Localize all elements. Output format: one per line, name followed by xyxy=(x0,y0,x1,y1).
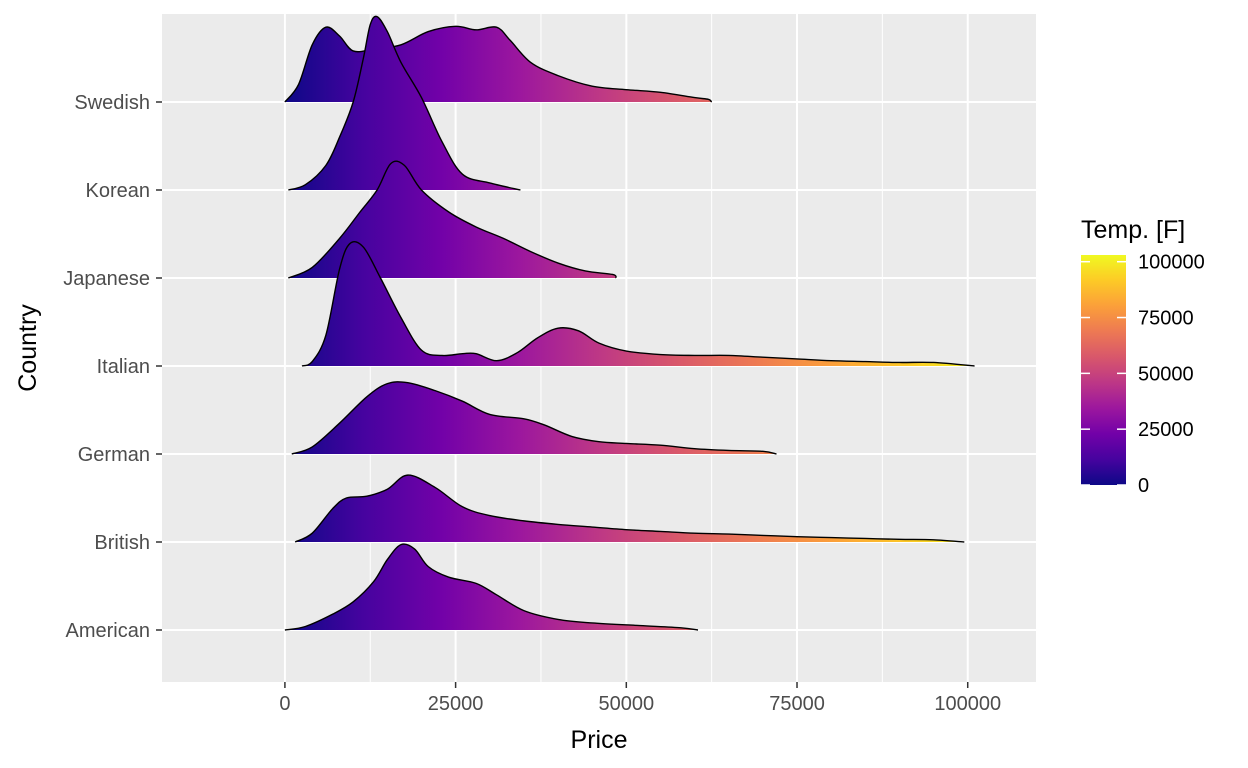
legend-ticks: 0 25000 50000 75000 100000 xyxy=(1081,252,1205,497)
x-axis-title: Price xyxy=(571,726,628,754)
legend-tick-label: 75000 xyxy=(1138,308,1194,330)
x-tick-label: 100000 xyxy=(934,693,1001,715)
y-tick-label: Korean xyxy=(86,180,151,202)
ridge-fill xyxy=(301,241,975,366)
legend-title: Temp. [F] xyxy=(1081,216,1185,244)
y-tick-label: German xyxy=(78,444,150,466)
legend-tick-label: 100000 xyxy=(1138,252,1205,274)
y-tick-label: British xyxy=(94,532,150,554)
ridge-fill xyxy=(295,475,965,542)
legend-tick-label: 25000 xyxy=(1138,419,1194,441)
ridge-outline xyxy=(284,543,699,631)
legend-tick-label: 0 xyxy=(1138,475,1149,497)
ridge-fill xyxy=(288,16,521,190)
ridge-fill xyxy=(288,161,617,278)
y-tick-label: American xyxy=(66,620,150,642)
color-legend: Temp. [F] 0 25000 50000 75000 100000 xyxy=(1081,216,1205,497)
x-tick-label: 0 xyxy=(279,693,290,715)
ridge-fill xyxy=(291,381,777,454)
ridge-italian xyxy=(301,240,975,367)
ridge-korean xyxy=(288,15,521,191)
ridge-outline xyxy=(288,160,617,279)
x-tick-label: 25000 xyxy=(428,693,484,715)
y-axis-ticks: American British German Italian Japanese Kore… xyxy=(63,92,162,642)
ridge-outline xyxy=(284,25,713,103)
y-tick-label: Swedish xyxy=(74,92,150,114)
density-ridges xyxy=(284,15,975,631)
y-axis-title: Country xyxy=(14,304,42,392)
ridge-outline xyxy=(294,474,965,543)
x-tick-label: 50000 xyxy=(599,693,655,715)
legend-colorbar xyxy=(1081,255,1126,485)
ridge-german xyxy=(291,381,777,455)
legend-tick-label: 50000 xyxy=(1138,363,1194,385)
ridge-american xyxy=(284,543,699,631)
ridge-outline xyxy=(301,240,975,367)
x-axis-ticks: 0 25000 50000 75000 100000 xyxy=(279,682,1001,715)
ridge-outline xyxy=(288,15,521,191)
y-tick-label: Japanese xyxy=(63,268,150,290)
ridge-fill xyxy=(284,544,699,630)
y-tick-label: Italian xyxy=(97,356,150,378)
ridge-outline xyxy=(291,381,777,455)
x-tick-label: 75000 xyxy=(769,693,825,715)
ridge-british xyxy=(294,474,965,543)
ridge-japanese xyxy=(288,160,617,279)
